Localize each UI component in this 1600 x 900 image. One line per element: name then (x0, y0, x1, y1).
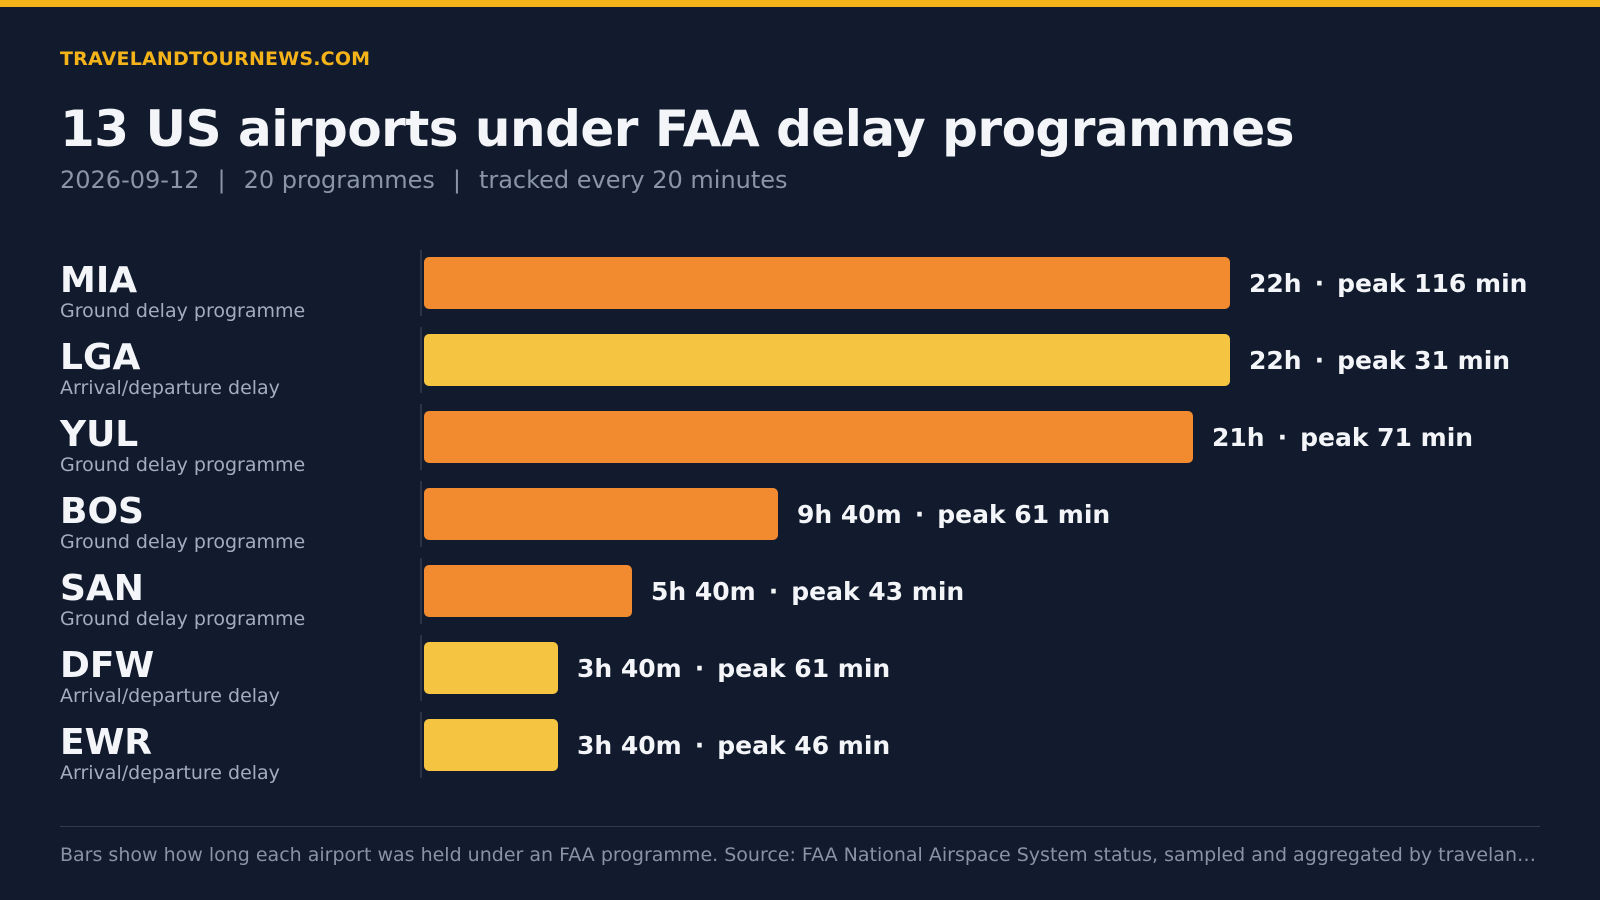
value-separator: · (1277, 423, 1288, 452)
value-separator: · (768, 577, 779, 606)
value-separator: · (694, 654, 705, 683)
bar-dfw (424, 642, 558, 694)
airport-code-label: YUL (60, 414, 139, 455)
peak-value: peak 61 min (937, 500, 1111, 529)
bar-value-label: 3h 40m · peak 46 min (577, 731, 890, 760)
programme-type-label: Ground delay programme (60, 454, 306, 476)
axis-tick (420, 481, 422, 547)
axis-tick (420, 635, 422, 701)
bar-mia (424, 257, 1230, 309)
subtitle-separator: | (452, 166, 461, 194)
top-accent-bar (0, 0, 1600, 7)
programme-type-label: Arrival/departure delay (60, 685, 280, 707)
programme-type-label: Ground delay programme (60, 300, 306, 322)
bar-value-label: 9h 40m · peak 61 min (797, 500, 1110, 529)
bar-lga (424, 334, 1230, 386)
subtitle: 2026-09-12 | 20 programmes | tracked every 2… (60, 166, 788, 194)
bar-value-label: 3h 40m · peak 61 min (577, 654, 890, 683)
value-separator: · (1314, 346, 1325, 375)
bar-value-label: 22h · peak 31 min (1249, 346, 1510, 375)
value-separator: · (694, 731, 705, 760)
duration-value: 3h 40m (577, 654, 682, 683)
subtitle-cadence: tracked every 20 minutes (478, 166, 788, 194)
bar-yul (424, 411, 1193, 463)
bar-ewr (424, 719, 558, 771)
duration-value: 9h 40m (797, 500, 902, 529)
programme-type-label: Ground delay programme (60, 608, 306, 630)
value-separator: · (1314, 269, 1325, 298)
programme-type-label: Arrival/departure delay (60, 377, 280, 399)
duration-value: 22h (1249, 269, 1302, 298)
peak-value: peak 43 min (791, 577, 965, 606)
bar-value-label: 22h · peak 116 min (1249, 269, 1527, 298)
value-separator: · (914, 500, 925, 529)
axis-tick (420, 250, 422, 316)
peak-value: peak 116 min (1337, 269, 1528, 298)
peak-value: peak 71 min (1300, 423, 1474, 452)
programme-type-label: Arrival/departure delay (60, 762, 280, 784)
duration-value: 21h (1212, 423, 1265, 452)
brand-name: TRAVELANDTOURNEWS.COM (60, 48, 371, 70)
airport-code-label: LGA (60, 337, 141, 378)
airport-code-label: BOS (60, 491, 144, 532)
airport-code-label: EWR (60, 722, 153, 763)
page-title: 13 US airports under FAA delay programme… (60, 100, 1295, 158)
duration-value: 3h 40m (577, 731, 682, 760)
subtitle-separator: | (217, 166, 226, 194)
programme-type-label: Ground delay programme (60, 531, 306, 553)
peak-value: peak 31 min (1337, 346, 1511, 375)
axis-tick (420, 712, 422, 778)
duration-value: 22h (1249, 346, 1302, 375)
airport-code-label: SAN (60, 568, 144, 609)
airport-code-label: DFW (60, 645, 155, 686)
axis-tick (420, 404, 422, 470)
subtitle-date: 2026-09-12 (60, 166, 200, 194)
peak-value: peak 61 min (717, 654, 891, 683)
bar-san (424, 565, 632, 617)
peak-value: peak 46 min (717, 731, 891, 760)
duration-value: 5h 40m (651, 577, 756, 606)
subtitle-programmes: 20 programmes (243, 166, 435, 194)
bar-bos (424, 488, 778, 540)
footnote: Bars show how long each airport was held… (60, 844, 1540, 866)
bar-value-label: 21h · peak 71 min (1212, 423, 1473, 452)
axis-tick (420, 558, 422, 624)
footer-divider (60, 826, 1540, 827)
axis-tick (420, 327, 422, 393)
bar-value-label: 5h 40m · peak 43 min (651, 577, 964, 606)
airport-code-label: MIA (60, 260, 138, 301)
